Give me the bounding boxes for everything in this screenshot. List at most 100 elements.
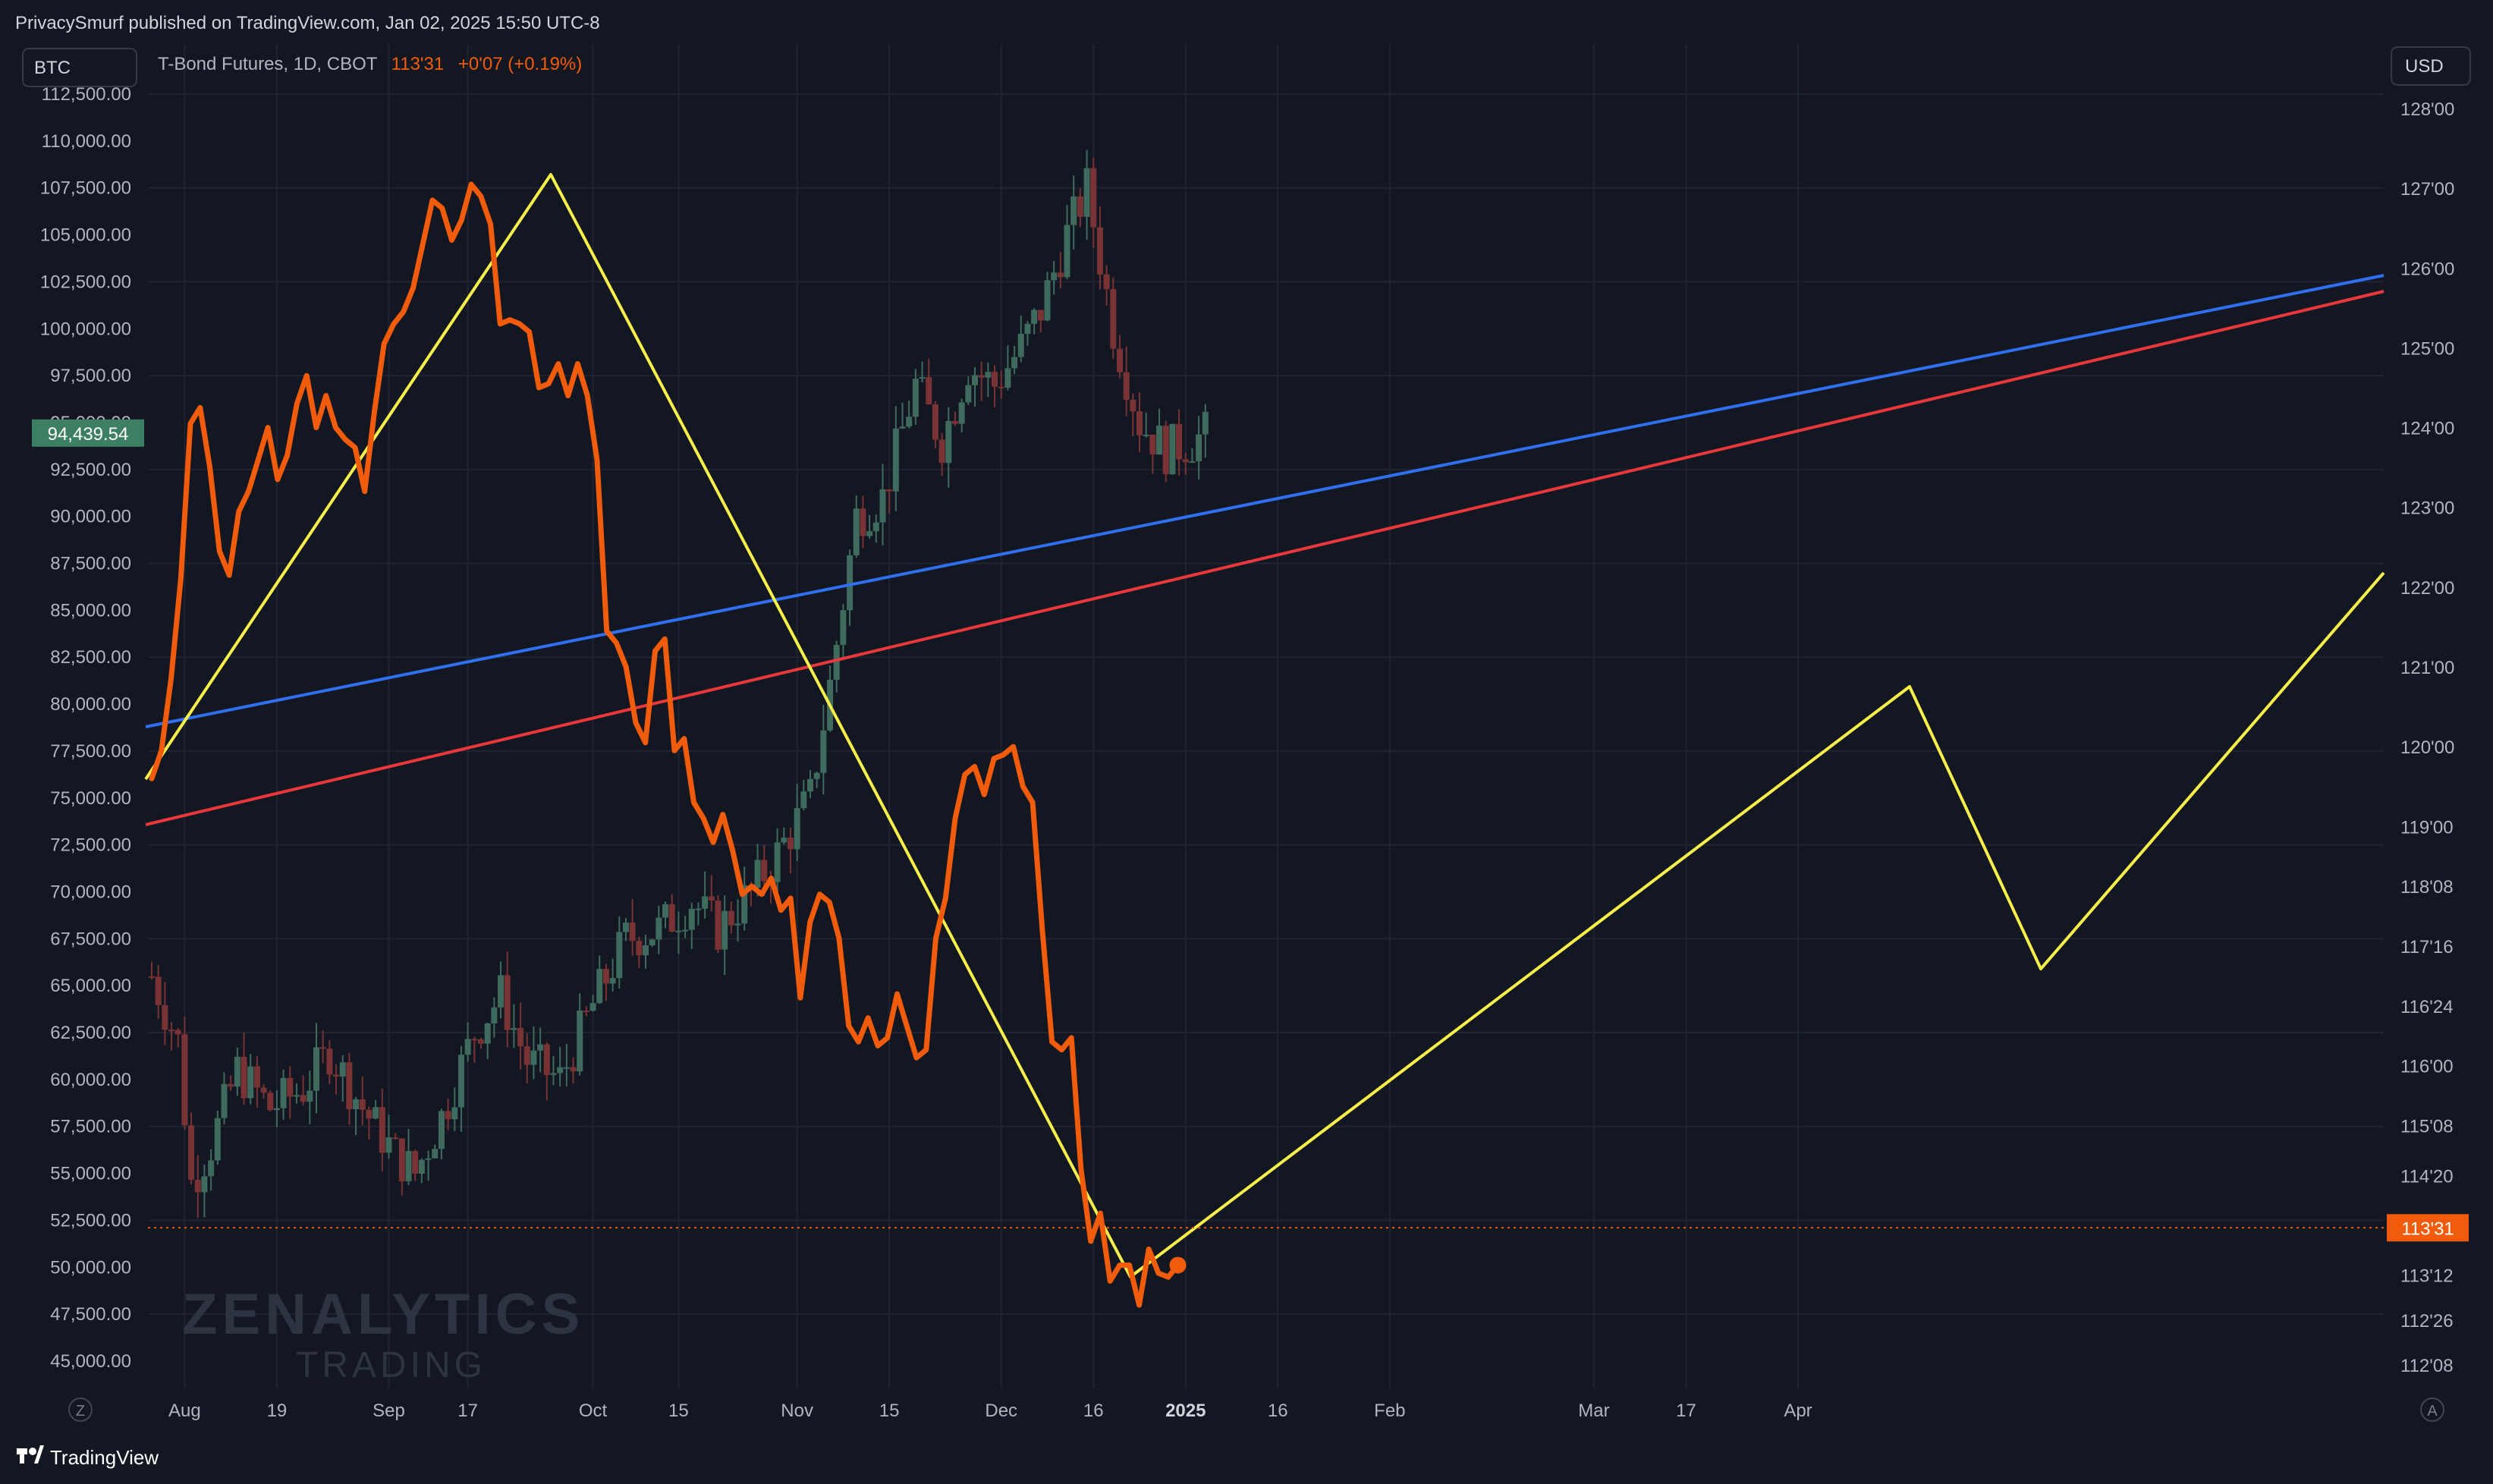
left-tick-label: 57,500.00 (50, 1117, 131, 1137)
left-tick-label: 100,000.00 (40, 319, 131, 339)
btc-candle-body (491, 1007, 498, 1023)
btc-candle-body (741, 885, 748, 924)
svg-text:T-Bond Futures, 1D, CBOT: T-Bond Futures, 1D, CBOT 113'31 +0'07 (+… (158, 54, 582, 74)
legend-name: T-Bond Futures, 1D, CBOT (158, 54, 378, 74)
btc-candle-body (1189, 461, 1196, 463)
left-tick-label: 92,500.00 (50, 460, 131, 480)
btc-candle-body (1162, 426, 1169, 475)
time-tick-label: 17 (1676, 1401, 1696, 1421)
btc-candle-body (1123, 372, 1130, 401)
time-tick-label: Nov (781, 1401, 813, 1421)
btc-candle-body (820, 730, 827, 773)
btc-candle-body (353, 1099, 360, 1110)
btc-candle-body (221, 1083, 228, 1118)
time-tick-label: 17 (457, 1401, 478, 1421)
btc-candle-body (886, 489, 893, 492)
btc-candle-body (695, 908, 702, 910)
left-tick-label: 77,500.00 (50, 741, 131, 762)
btc-candle-body (938, 439, 945, 464)
btc-candle-body (168, 1030, 175, 1032)
btc-candle-body (563, 1067, 570, 1069)
btc-candle-body (214, 1118, 221, 1161)
btc-candle-body (643, 945, 649, 956)
time-tick-label: Aug (168, 1401, 201, 1421)
btc-candle-body (1143, 434, 1149, 436)
left-tick-label: 87,500.00 (50, 554, 131, 574)
btc-candle-body (432, 1149, 439, 1159)
legend-last: 113'31 (391, 54, 445, 74)
btc-candle-body (307, 1090, 313, 1102)
btc-candle-body (326, 1049, 333, 1075)
auto-scale-left-button[interactable] (68, 1398, 93, 1422)
btc-candle-body (958, 402, 965, 424)
symbol-box-left[interactable] (22, 48, 137, 87)
axis-button-right-label[interactable]: A (2427, 1403, 2438, 1420)
btc-candle-body (1083, 168, 1090, 217)
watermark-line1: ZENALYTICS (182, 1282, 584, 1347)
left-last-value: 94,439.54 (48, 424, 129, 445)
tradingview-logo-icon (17, 1445, 44, 1464)
currency-right[interactable]: USD (2405, 56, 2444, 77)
btc-candle-body (998, 386, 1004, 388)
left-tick-label: 90,000.00 (50, 507, 131, 527)
btc-candle-body (892, 428, 899, 492)
axis-button-left-label[interactable]: Z (76, 1403, 85, 1420)
btc-candle-body (906, 417, 913, 427)
btc-candle-body (392, 1137, 399, 1140)
right-last-value: 113'31 (2401, 1218, 2454, 1239)
btc-candle-body (781, 838, 788, 843)
symbol-box-right[interactable] (2391, 46, 2471, 86)
btc-candle-body (174, 1030, 181, 1035)
btc-candle-body (787, 838, 794, 850)
btc-candle-body (1051, 272, 1058, 281)
btc-candle-body (385, 1137, 392, 1153)
btc-candle-body (708, 896, 715, 901)
btc-candle-body (629, 923, 636, 942)
right-tick-label: 119'00 (2400, 817, 2454, 838)
btc-candle-body (899, 426, 906, 429)
btc-candle-body (1149, 434, 1156, 455)
time-tick-label: Sep (373, 1401, 405, 1421)
btc-candle-body (267, 1093, 274, 1111)
btc-candle-body (840, 610, 847, 646)
btc-candle-body (728, 910, 734, 926)
btc-candle-body (201, 1176, 208, 1193)
right-tick-label: 127'00 (2400, 179, 2454, 200)
btc-candle-body (688, 908, 695, 930)
time-tick-label: Apr (1784, 1401, 1812, 1421)
right-last-value-badge (2387, 1214, 2469, 1242)
btc-candle-body (879, 489, 886, 523)
btc-candles (149, 149, 1209, 1218)
symbol-left[interactable]: BTC (34, 58, 71, 78)
btc-candle-body (418, 1159, 425, 1174)
left-tick-label: 60,000.00 (50, 1070, 131, 1090)
left-price-axis: 112,500.00 110,000.00 107,500.00 105,000.00… (32, 84, 144, 1372)
auto-scale-right-button[interactable] (2420, 1398, 2444, 1422)
btc-candle-body (149, 976, 155, 978)
legend-change: +0'07 (+0.19%) (458, 54, 582, 74)
btc-candle-body (655, 917, 662, 940)
btc-candle-body (596, 969, 603, 1004)
btc-candle-body (537, 1044, 544, 1051)
btc-candle-body (253, 1066, 260, 1088)
btc-candle-body (682, 929, 689, 932)
btc-candle-body (1130, 400, 1136, 412)
btc-candle-body (260, 1087, 267, 1093)
right-tick-label: 113'12 (2400, 1266, 2454, 1287)
btc-candle-body (1103, 274, 1110, 290)
btc-candle-body (813, 772, 820, 779)
left-tick-label: 75,000.00 (50, 788, 131, 809)
btc-candle-body (319, 1047, 326, 1049)
btc-candle-body (609, 978, 616, 984)
btc-candle-body (833, 645, 840, 680)
right-tick-label: 112'08 (2400, 1356, 2454, 1376)
btc-candle-body (451, 1107, 458, 1120)
btc-candle-body (498, 975, 505, 1008)
right-tick-label: 114'20 (2400, 1166, 2454, 1187)
time-tick-label: 15 (668, 1401, 689, 1421)
right-tick-label: 122'00 (2400, 578, 2454, 599)
time-tick-label: Oct (579, 1401, 608, 1421)
btc-candle-body (181, 1034, 188, 1126)
btc-candle-body (228, 1083, 234, 1087)
